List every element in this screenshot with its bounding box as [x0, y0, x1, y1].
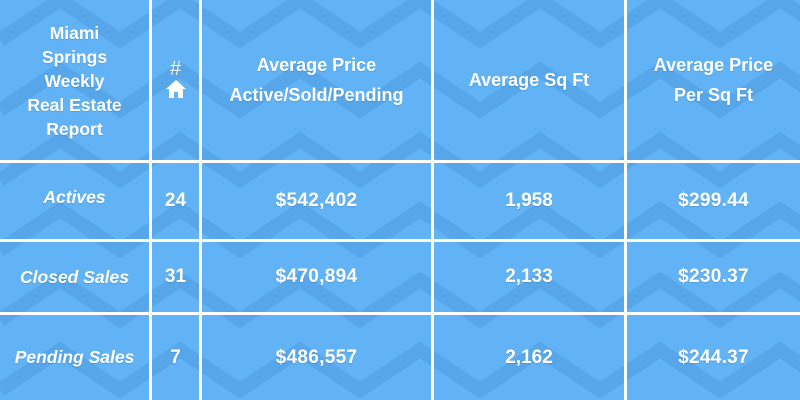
report-title: Miami Springs Weekly Real Estate Report	[0, 0, 152, 163]
count-actives: 24	[152, 163, 202, 242]
sqft-closed-sales: 2,133	[434, 242, 627, 315]
price-per-sqft-closed-sales: $230.37	[627, 242, 800, 315]
price-per-sqft-pending-sales: $244.37	[678, 346, 749, 368]
row-label-actives: Actives	[0, 163, 152, 242]
price-pending-sales: $486,557	[202, 315, 434, 400]
count-symbol: #	[169, 58, 182, 80]
sqft-actives: 1,958	[434, 163, 627, 242]
row-label-closed-sales: Closed Sales	[0, 242, 152, 315]
sqft-pending-sales: 2,162	[434, 315, 627, 400]
row-label-pending-sales: Pending Sales	[0, 315, 152, 400]
count-closed-sales: 31	[152, 242, 202, 315]
price-actives: $542,402	[202, 163, 434, 242]
price-per-sqft-actives: $299.44	[627, 163, 800, 242]
price-closed-sales: $470,894	[202, 242, 434, 315]
count-pending-sales: 7	[152, 315, 202, 400]
avg-price-per-sqft-header: Average Price Per Sq Ft	[627, 0, 800, 163]
home-icon	[165, 80, 186, 98]
avg-sqft-header: Average Sq Ft	[434, 0, 627, 163]
count-header: #	[152, 0, 202, 163]
avg-price-header: Average Price Active/Sold/Pending	[202, 0, 434, 163]
